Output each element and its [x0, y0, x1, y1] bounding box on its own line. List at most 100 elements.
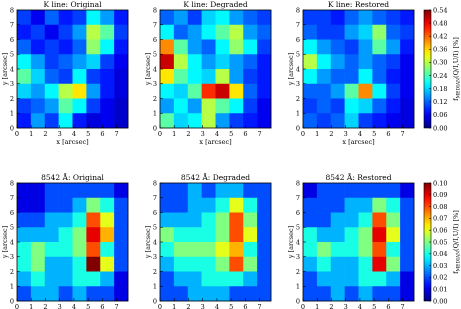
y-tick-label: 1	[296, 283, 300, 291]
heat-cell	[160, 242, 175, 258]
y-tick-label: 6	[10, 36, 14, 44]
heat-cell	[201, 256, 216, 272]
heat-cell	[215, 10, 230, 26]
heat-cell	[44, 39, 59, 55]
x-tick-label: 4	[358, 130, 362, 138]
heat-cell	[358, 69, 373, 85]
heat-cell	[303, 98, 318, 114]
heat-cell	[243, 242, 258, 258]
heat-cell	[303, 54, 318, 70]
heat-cell	[229, 242, 244, 258]
y-tick-label: 7	[10, 194, 14, 202]
x-tick-label: 5	[86, 303, 90, 309]
colorbar-tick-label: 0.48	[433, 19, 447, 27]
heat-cell	[187, 286, 202, 302]
heat-cell	[316, 242, 332, 258]
heat-cell	[330, 24, 345, 40]
heat-cell	[316, 227, 332, 243]
heat-cell	[372, 271, 387, 287]
heat-cell	[160, 83, 175, 99]
x-tick-label: 7	[258, 303, 262, 309]
x-tick-label: 6	[386, 303, 390, 309]
heat-cell	[160, 10, 175, 26]
heat-cell	[17, 256, 32, 272]
heat-cell	[243, 83, 258, 99]
x-tick-label: 0	[158, 130, 162, 138]
heat-cell	[173, 113, 189, 129]
heat-cell	[114, 39, 129, 55]
heat-cell	[316, 286, 332, 302]
heat-cell	[358, 98, 373, 114]
heat-cell	[30, 197, 46, 213]
heat-cell	[386, 113, 401, 129]
heat-cell	[86, 227, 101, 243]
heat-cell	[58, 69, 73, 85]
heat-cell	[86, 256, 101, 272]
heat-cell	[386, 212, 401, 228]
heat-cell	[330, 54, 345, 70]
heat-cell	[173, 24, 189, 40]
heat-cell	[114, 212, 129, 228]
heat-cell	[215, 113, 230, 129]
heat-cell	[215, 183, 230, 199]
heat-cell	[303, 69, 318, 85]
heat-cell	[316, 212, 332, 228]
heat-cell	[17, 227, 32, 243]
heat-cell	[400, 183, 415, 199]
colorbar-tick-label: 0.10	[433, 179, 447, 187]
heat-cell	[215, 69, 230, 85]
x-tick-label: 2	[186, 130, 190, 138]
heat-cell	[229, 286, 244, 302]
heat-cell	[201, 227, 216, 243]
y-tick-label: 1	[10, 283, 14, 291]
panel-title: K line: Degraded	[183, 0, 248, 9]
colorbar-tick-label: 0.12	[433, 98, 447, 106]
heat-cell	[400, 24, 415, 40]
y-axis-label: y [arcsec]	[144, 53, 152, 86]
y-axis-label: y [arcsec]	[144, 226, 152, 259]
heat-cell	[72, 286, 87, 302]
heat-cell	[316, 113, 332, 129]
heat-cell	[243, 24, 258, 40]
heat-cell	[160, 227, 175, 243]
heat-cell	[86, 271, 101, 287]
heat-cell	[344, 256, 359, 272]
heat-cell	[44, 24, 59, 40]
heat-cell	[386, 10, 401, 26]
x-tick-label: 5	[372, 303, 376, 309]
y-tick-label: 5	[296, 51, 300, 59]
panel-title: K line: Restored	[328, 0, 389, 9]
x-tick-label: 1	[172, 130, 176, 138]
x-tick-label: 2	[43, 303, 47, 309]
heat-cell	[187, 24, 202, 40]
panel-title: 8542 Å: Degraded	[181, 173, 250, 182]
heat-cell	[372, 54, 387, 70]
y-tick-label: 1	[10, 110, 14, 118]
colorbar-label-main: f	[452, 98, 460, 101]
heat-cell	[173, 242, 189, 258]
heat-cell	[114, 286, 129, 302]
heat-cell	[160, 54, 175, 70]
heat-cell	[344, 197, 359, 213]
heat-cell	[386, 54, 401, 70]
heat-cell	[215, 83, 230, 99]
heat-cell	[330, 69, 345, 85]
heat-cell	[44, 227, 59, 243]
heat-cell	[386, 98, 401, 114]
x-tick-label: 0	[301, 130, 305, 138]
heat-cell	[257, 10, 272, 26]
heat-cell	[86, 113, 101, 129]
heat-cell	[160, 98, 175, 114]
heat-cell	[344, 271, 359, 287]
colorbar-tick-label: 0.02	[433, 274, 447, 282]
heat-cell	[44, 197, 59, 213]
heat-cell	[215, 256, 230, 272]
heat-cell	[243, 54, 258, 70]
heat-cell	[316, 256, 332, 272]
heat-cell	[30, 98, 46, 114]
heat-cell	[173, 183, 189, 199]
heat-cell	[229, 113, 244, 129]
heat-cell	[17, 24, 32, 40]
heat-cell	[114, 113, 129, 129]
heat-cell	[386, 39, 401, 55]
